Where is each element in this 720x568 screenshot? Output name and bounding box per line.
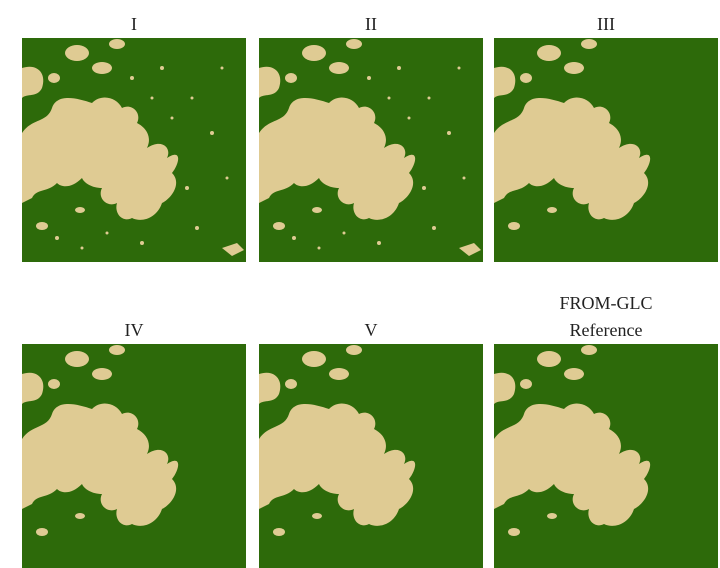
panel: II: [259, 0, 483, 262]
land-cover-map: [494, 344, 718, 568]
land-cover-map: [22, 344, 246, 568]
panel-title: III: [494, 0, 718, 38]
panel-title: V: [259, 282, 483, 344]
title-line: Reference: [570, 317, 643, 344]
panel-title: II: [259, 0, 483, 38]
title-line: FROM-GLC: [559, 290, 652, 317]
panel: V: [259, 282, 483, 568]
title-line: I: [131, 11, 137, 38]
panel: I: [22, 0, 246, 262]
panel-title: I: [22, 0, 246, 38]
title-line: III: [597, 11, 615, 38]
title-line: V: [365, 317, 378, 344]
figure: IIIIIIIVVFROM-GLCReference: [0, 0, 720, 568]
panel-title: IV: [22, 282, 246, 344]
panel: IV: [22, 282, 246, 568]
title-line: II: [365, 11, 377, 38]
land-cover-map: [494, 38, 718, 262]
land-cover-map: [22, 38, 246, 262]
land-cover-map: [259, 38, 483, 262]
land-cover-map: [259, 344, 483, 568]
panel: III: [494, 0, 718, 262]
title-line: IV: [125, 317, 144, 344]
